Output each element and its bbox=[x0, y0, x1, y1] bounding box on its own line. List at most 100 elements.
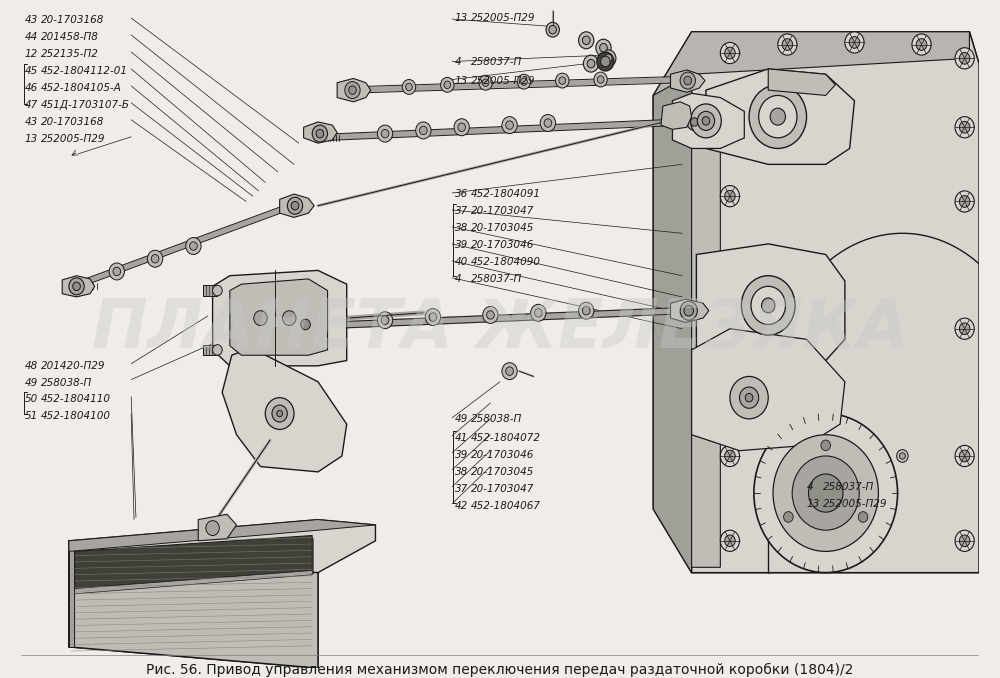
Circle shape bbox=[544, 119, 552, 127]
Circle shape bbox=[349, 86, 356, 94]
Circle shape bbox=[899, 453, 905, 459]
Circle shape bbox=[725, 323, 735, 334]
Polygon shape bbox=[671, 299, 709, 322]
Circle shape bbox=[740, 387, 759, 408]
Text: 452-1804067: 452-1804067 bbox=[471, 500, 541, 511]
Circle shape bbox=[316, 129, 324, 138]
Text: 36: 36 bbox=[455, 188, 468, 199]
Circle shape bbox=[680, 72, 695, 89]
Circle shape bbox=[277, 410, 283, 417]
Text: 37: 37 bbox=[455, 205, 468, 216]
Circle shape bbox=[725, 535, 735, 546]
Circle shape bbox=[559, 77, 566, 84]
Circle shape bbox=[425, 308, 441, 325]
Circle shape bbox=[782, 39, 793, 50]
Circle shape bbox=[582, 36, 590, 45]
Circle shape bbox=[955, 47, 974, 69]
Polygon shape bbox=[62, 276, 95, 297]
Circle shape bbox=[720, 318, 740, 339]
Circle shape bbox=[377, 125, 393, 142]
Circle shape bbox=[483, 306, 498, 323]
Text: 39: 39 bbox=[455, 239, 468, 250]
Text: 42: 42 bbox=[455, 500, 468, 511]
Text: 201458-П8: 201458-П8 bbox=[41, 32, 99, 42]
Circle shape bbox=[506, 121, 513, 129]
Circle shape bbox=[297, 315, 314, 334]
Text: 452-1804105-А: 452-1804105-А bbox=[41, 83, 122, 93]
Polygon shape bbox=[706, 69, 854, 164]
Circle shape bbox=[720, 111, 740, 133]
Circle shape bbox=[821, 440, 831, 451]
Circle shape bbox=[549, 26, 557, 34]
Text: 252135-П2: 252135-П2 bbox=[41, 49, 99, 59]
Circle shape bbox=[454, 119, 469, 136]
Circle shape bbox=[597, 76, 604, 83]
Circle shape bbox=[725, 47, 735, 59]
Circle shape bbox=[506, 367, 513, 376]
Text: 252005-П29: 252005-П29 bbox=[471, 13, 536, 23]
Circle shape bbox=[792, 456, 859, 530]
Text: 13: 13 bbox=[25, 134, 38, 144]
Polygon shape bbox=[653, 32, 979, 573]
Circle shape bbox=[808, 474, 843, 512]
Circle shape bbox=[691, 118, 698, 126]
Circle shape bbox=[702, 117, 710, 125]
Circle shape bbox=[287, 197, 303, 214]
Circle shape bbox=[69, 278, 84, 295]
Circle shape bbox=[720, 43, 740, 64]
Circle shape bbox=[596, 39, 611, 56]
Polygon shape bbox=[69, 541, 318, 668]
Circle shape bbox=[283, 311, 296, 325]
Circle shape bbox=[534, 308, 542, 317]
Text: 20-1703047: 20-1703047 bbox=[471, 205, 535, 216]
Text: 452-1804112-01: 452-1804112-01 bbox=[41, 66, 128, 76]
Polygon shape bbox=[692, 329, 845, 451]
Text: 258038-П: 258038-П bbox=[471, 414, 523, 424]
Text: 4: 4 bbox=[807, 483, 813, 492]
Polygon shape bbox=[213, 271, 347, 366]
Circle shape bbox=[458, 123, 466, 132]
Circle shape bbox=[502, 117, 517, 134]
Text: 37: 37 bbox=[455, 483, 468, 494]
Circle shape bbox=[725, 450, 735, 462]
Circle shape bbox=[759, 96, 797, 138]
Circle shape bbox=[147, 250, 163, 267]
Circle shape bbox=[381, 316, 389, 325]
Text: ПЛАНЕТА ЖЕЛЕЗЯКА: ПЛАНЕТА ЖЕЛЕЗЯКА bbox=[92, 296, 908, 362]
Text: 258037-П: 258037-П bbox=[471, 274, 523, 283]
Circle shape bbox=[502, 363, 517, 380]
Text: 43: 43 bbox=[25, 117, 38, 127]
Polygon shape bbox=[69, 541, 74, 647]
Text: 49: 49 bbox=[25, 378, 38, 388]
Circle shape bbox=[912, 34, 931, 55]
Circle shape bbox=[579, 32, 594, 49]
Circle shape bbox=[377, 312, 393, 329]
Circle shape bbox=[770, 108, 785, 125]
Text: 452-1804110: 452-1804110 bbox=[41, 395, 111, 405]
Text: 50: 50 bbox=[25, 395, 38, 405]
Text: 12: 12 bbox=[25, 49, 38, 59]
Text: 252005-П29: 252005-П29 bbox=[471, 77, 536, 86]
Text: 49: 49 bbox=[455, 414, 468, 424]
Circle shape bbox=[556, 73, 569, 88]
Polygon shape bbox=[222, 348, 347, 472]
Text: 13: 13 bbox=[455, 13, 468, 23]
Circle shape bbox=[749, 85, 807, 148]
Circle shape bbox=[601, 50, 616, 67]
Circle shape bbox=[697, 111, 715, 130]
Circle shape bbox=[301, 319, 310, 330]
Circle shape bbox=[955, 117, 974, 138]
Circle shape bbox=[604, 54, 612, 62]
Circle shape bbox=[725, 116, 735, 127]
Text: 46: 46 bbox=[25, 83, 38, 93]
Circle shape bbox=[955, 530, 974, 551]
Text: 40: 40 bbox=[455, 256, 468, 266]
Text: 258038-П: 258038-П bbox=[41, 378, 92, 388]
Circle shape bbox=[109, 263, 124, 280]
Text: 252005-П29: 252005-П29 bbox=[823, 500, 887, 509]
Circle shape bbox=[955, 318, 974, 339]
Circle shape bbox=[482, 79, 489, 86]
Circle shape bbox=[420, 126, 427, 135]
Circle shape bbox=[531, 304, 546, 321]
Text: 258037-П: 258037-П bbox=[823, 483, 874, 492]
